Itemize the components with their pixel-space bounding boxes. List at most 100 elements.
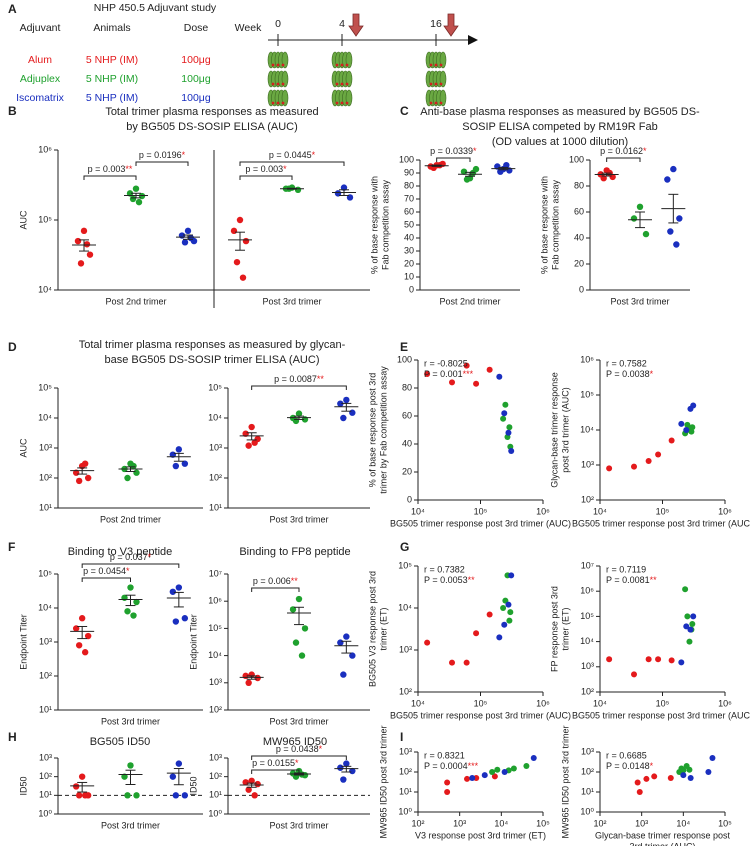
data-point	[340, 414, 347, 422]
y-tick-label: 10⁶	[580, 586, 594, 596]
data-point	[169, 773, 177, 780]
data-point	[496, 634, 503, 641]
y-axis-label: Endpoint Titer	[188, 614, 198, 670]
group-label: Post 2nd trimer	[439, 296, 500, 306]
data-point	[508, 572, 515, 579]
data-point	[530, 755, 537, 762]
y-tick-label: 10³	[209, 442, 222, 452]
data-point	[469, 775, 476, 782]
data-point	[75, 477, 83, 485]
data-point	[74, 237, 82, 245]
y-tick-label: 50	[404, 219, 414, 229]
r-value: r = 0.6685	[606, 750, 647, 760]
chart-title: Total trimer plasma responses as measure…	[105, 106, 318, 118]
icon-dot	[281, 63, 285, 67]
data-point	[242, 430, 249, 437]
y-tick-label: 10⁰	[580, 806, 594, 816]
r-value: r = 0.7119	[606, 564, 646, 574]
data-point	[491, 773, 498, 780]
y-tick-label: 10⁴	[580, 424, 594, 434]
p-stars: *	[643, 146, 647, 156]
data-point	[245, 679, 252, 686]
data-point	[687, 626, 694, 633]
data-point	[187, 234, 195, 242]
monkey-icon	[425, 51, 447, 69]
data-point	[181, 239, 189, 246]
data-point	[709, 755, 716, 762]
y-tick-label: 10³	[209, 752, 222, 762]
x-tick-label: 10⁵	[474, 698, 488, 708]
p-stars: *	[126, 566, 130, 576]
data-point	[630, 215, 638, 222]
chart-title: BG505 ID50	[90, 736, 151, 748]
data-point	[683, 427, 690, 433]
data-point	[668, 437, 675, 444]
y-tick-label: 10⁵	[208, 623, 222, 633]
data-point	[340, 671, 347, 678]
icon-dot	[429, 82, 433, 86]
x-tick-label: 10⁵	[474, 506, 488, 516]
data-point	[75, 792, 83, 799]
data-point	[81, 792, 89, 799]
y-tick-label: 10	[404, 271, 414, 281]
y-tick-label: 10⁵	[580, 389, 594, 399]
data-point	[184, 227, 192, 235]
data-point	[181, 460, 189, 467]
x-tick-label: 10⁴	[676, 818, 690, 828]
y-tick-label: 10²	[581, 686, 594, 696]
p-value: p = 0.0087**	[274, 374, 324, 384]
x-tick-label: 10³	[453, 818, 466, 828]
x-axis-label: Glycan-base trimer response post	[595, 830, 731, 840]
icon-dot	[434, 101, 438, 105]
y-tick-label: 100	[569, 154, 584, 164]
p-value: P = 0.0081**	[606, 575, 657, 585]
p-text: p = 0.0155	[252, 758, 295, 768]
y-tick-label: 80	[402, 382, 412, 392]
group-label: Post 2nd trimer	[105, 296, 166, 306]
chart-title: base BG505 DS-SOSIP trimer ELISA (AUC)	[105, 354, 320, 366]
p-stars: ***	[468, 761, 479, 771]
data-point	[678, 765, 685, 772]
data-point	[340, 776, 347, 783]
data-point	[631, 671, 638, 678]
y-axis-label: Fab competition assay	[380, 179, 390, 270]
p-value: p = 0.0155*	[252, 758, 299, 768]
p-stars: **	[468, 575, 476, 585]
data-point	[670, 165, 677, 173]
p-text: p = 0.0339	[430, 146, 473, 156]
p-text: p = 0.0196	[139, 150, 182, 160]
y-tick-label: 10⁶	[580, 354, 594, 364]
x-tick-label: 10⁶	[536, 698, 550, 708]
x-tick-label: 10³	[635, 818, 648, 828]
group-label: Post 3rd trimer	[101, 820, 160, 830]
data-point	[172, 792, 180, 799]
data-point	[667, 775, 674, 782]
p-stars: *	[650, 761, 654, 771]
p-text: P = 0.0038	[606, 369, 650, 379]
data-point	[682, 586, 689, 593]
data-point	[634, 779, 641, 786]
panel-letter: D	[8, 340, 17, 354]
y-tick-label: 10²	[39, 771, 52, 781]
y-tick-label: 10⁴	[580, 636, 594, 646]
data-point	[130, 612, 137, 619]
y-tick-label: 10⁵	[398, 560, 412, 570]
y-axis-label: AUC	[18, 438, 28, 458]
y-tick-label: 80	[404, 180, 414, 190]
boost-arrow	[443, 13, 459, 37]
p-value: p = 0.006**	[253, 576, 298, 586]
data-point	[502, 597, 509, 604]
data-point	[424, 639, 431, 646]
r-value: r = 0.8321	[424, 750, 465, 760]
y-tick-label: 10³	[39, 752, 52, 762]
data-point	[645, 458, 652, 465]
y-axis-label: BG505 V3 response post 3rd	[367, 571, 377, 687]
y-axis-label: post 3rd trimer (AUC)	[560, 387, 570, 473]
animals: 5 NHP (IM)	[86, 92, 138, 104]
group-label: Post 2nd trimer	[100, 514, 161, 524]
y-tick-label: 0	[407, 494, 412, 504]
p-stars: *	[312, 150, 316, 160]
data-point	[705, 769, 712, 775]
p-text: P = 0.0053	[424, 575, 468, 585]
p-stars: *	[283, 164, 287, 174]
